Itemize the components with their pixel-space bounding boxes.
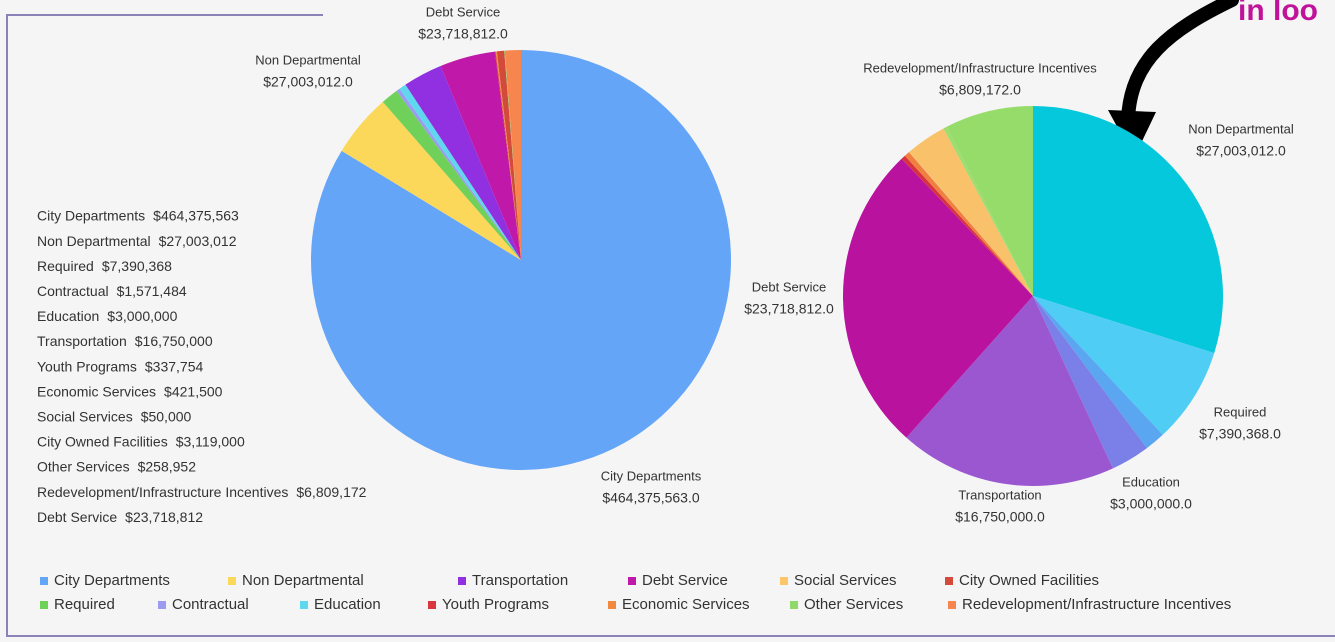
slice-value-label: $3,000,000.0	[1110, 496, 1192, 512]
legend-swatch	[40, 601, 48, 609]
legend-label: Debt Service	[642, 572, 728, 589]
summary-name: Economic Services	[37, 383, 156, 399]
legend-label: City Departments	[54, 572, 170, 589]
slice-name: Transportation	[958, 487, 1041, 502]
pie-slice	[1033, 296, 1215, 435]
pie-slice	[904, 152, 1033, 296]
slice-value-label: $23,718,812.0	[744, 301, 834, 317]
legend-swatch	[458, 577, 466, 585]
summary-name: Non Departmental	[37, 233, 151, 249]
legend-swatch	[790, 601, 798, 609]
summary-amount: $27,003,012	[159, 233, 237, 249]
legend-swatch	[780, 577, 788, 585]
legend-label: Other Services	[804, 596, 903, 613]
slice-name: Debt Service	[426, 4, 500, 19]
pie-slice	[909, 128, 1033, 296]
pie-slice	[946, 106, 1033, 296]
summary-amount: $6,809,172	[296, 484, 366, 500]
summary-amount: $337,754	[145, 358, 204, 374]
slice-value-label: $27,003,012.0	[1196, 143, 1286, 159]
pie-slice	[901, 155, 1033, 296]
slice-name: Debt Service	[752, 279, 826, 294]
summary-name: Youth Programs	[37, 358, 137, 374]
summary-amount: $421,500	[164, 383, 223, 399]
slice-name: Non Departmental	[1188, 121, 1294, 136]
pie-slice	[504, 50, 521, 260]
slice-name: Required	[1214, 404, 1267, 419]
summary-name: Redevelopment/Infrastructure Incentives	[37, 484, 288, 500]
legend-swatch	[948, 601, 956, 609]
slice-value-label: $27,003,012.0	[263, 74, 353, 90]
pie-slice	[396, 88, 521, 260]
slice-name: Non Departmental	[255, 52, 361, 67]
summary-amount: $16,750,000	[135, 333, 213, 349]
arrow	[1121, 0, 1239, 127]
slice-value-label: $7,390,368.0	[1199, 426, 1281, 442]
pie-slice	[494, 51, 521, 261]
summary-amount: $50,000	[141, 409, 192, 425]
pie-slice	[1033, 296, 1147, 469]
pie-slice	[908, 151, 1033, 296]
legend-swatch	[158, 601, 166, 609]
summary-amount: $1,571,484	[117, 283, 187, 299]
summary-amount: $464,375,563	[153, 208, 239, 224]
summary-name: City Owned Facilities	[37, 434, 168, 450]
pie-slice	[943, 126, 1033, 296]
summary-name: Education	[37, 308, 99, 324]
pie-slice	[399, 84, 521, 260]
legend-swatch	[40, 577, 48, 585]
legend-label: Youth Programs	[442, 596, 549, 613]
pie-slice	[495, 51, 521, 261]
summary-amount: $3,119,000	[176, 434, 245, 450]
pie-slice	[405, 66, 521, 260]
slice-name: Redevelopment/Infrastructure Incentives	[863, 60, 1097, 75]
summary-amount: $3,000,000	[107, 308, 177, 324]
legend-label: Education	[314, 596, 381, 613]
slice-value-label: $16,750,000.0	[955, 509, 1045, 525]
pie-slice	[906, 296, 1113, 486]
summary-name: Other Services	[37, 459, 130, 475]
summary-amount: $23,718,812	[125, 509, 203, 525]
slice-name: Education	[1122, 474, 1180, 489]
pie-slice	[1033, 296, 1163, 449]
legend-label: City Owned Facilities	[959, 572, 1099, 589]
legend-swatch	[628, 577, 636, 585]
pie-slice	[440, 51, 521, 261]
summary-name: City Departments	[37, 208, 145, 224]
slice-value-label: $23,718,812.0	[418, 26, 508, 42]
pie-slice	[496, 51, 521, 260]
slice-value-label: $6,809,172.0	[939, 82, 1021, 98]
summary-name: Transportation	[37, 333, 127, 349]
summary-name: Debt Service	[37, 509, 117, 525]
legend-swatch	[428, 601, 436, 609]
slice-name: City Departments	[601, 468, 702, 483]
legend-label: Economic Services	[622, 596, 750, 613]
legend-label: Redevelopment/Infrastructure Incentives	[962, 596, 1231, 613]
slice-value-label: $464,375,563.0	[602, 490, 700, 506]
pie-slice	[496, 50, 521, 260]
summary-name: Social Services	[37, 409, 133, 425]
legend-label: Contractual	[172, 596, 249, 613]
legend-label: Required	[54, 596, 115, 613]
pie-slice	[382, 90, 521, 261]
pie-slice	[1033, 106, 1223, 354]
legend-label: Social Services	[794, 572, 897, 589]
summary-name: Contractual	[37, 283, 109, 299]
legend-label: Transportation	[472, 572, 568, 589]
frame	[6, 14, 1335, 637]
legend-swatch	[300, 601, 308, 609]
pie-slice	[843, 158, 1033, 438]
pie-slice	[341, 101, 521, 261]
legend-swatch	[228, 577, 236, 585]
summary-amount: $258,952	[138, 459, 197, 475]
legend-label: Non Departmental	[242, 572, 364, 589]
summary-name: Required	[37, 258, 94, 274]
pie-slice	[504, 50, 521, 260]
corner-text: in loo	[1238, 0, 1318, 27]
legend-swatch	[945, 577, 953, 585]
legend-swatch	[608, 601, 616, 609]
summary-amount: $7,390,368	[102, 258, 172, 274]
